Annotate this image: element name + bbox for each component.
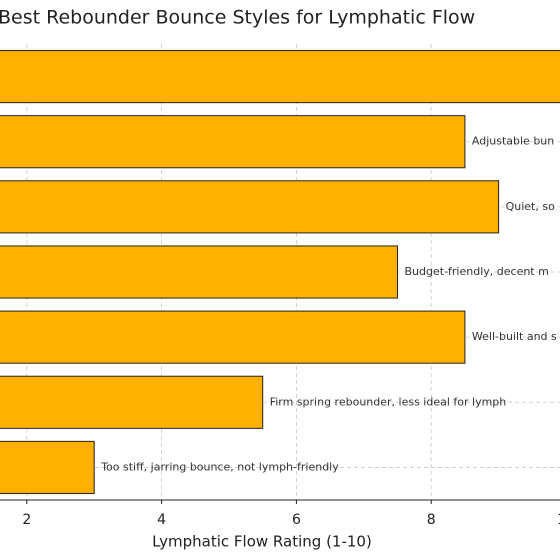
chart-title: Best Rebounder Bounce Styles for Lymphat… <box>0 7 475 29</box>
annotation: Firm spring rebounder, less ideal for ly… <box>270 395 507 408</box>
bar <box>0 310 466 364</box>
bar <box>0 375 264 429</box>
bar <box>0 115 466 169</box>
bar <box>0 50 560 104</box>
x-tick-label: 4 <box>157 512 166 528</box>
x-tick-label: 8 <box>427 512 436 528</box>
bar <box>0 180 500 234</box>
x-tick-label: 6 <box>292 512 301 528</box>
annotation: Budget-friendly, decent m <box>405 265 549 278</box>
annotation: Well-built and s <box>472 330 557 343</box>
bar <box>0 245 398 299</box>
bar <box>0 440 95 494</box>
annotation: Quiet, so <box>506 200 555 213</box>
annotation: Adjustable bun <box>472 135 554 148</box>
x-tick-label: 10 <box>557 512 560 528</box>
x-axis-label: Lymphatic Flow Rating (1-10) <box>152 533 372 551</box>
x-tick-label: 2 <box>22 512 31 528</box>
annotation: Too stiff, jarring bounce, not lymph-fri… <box>100 460 339 473</box>
